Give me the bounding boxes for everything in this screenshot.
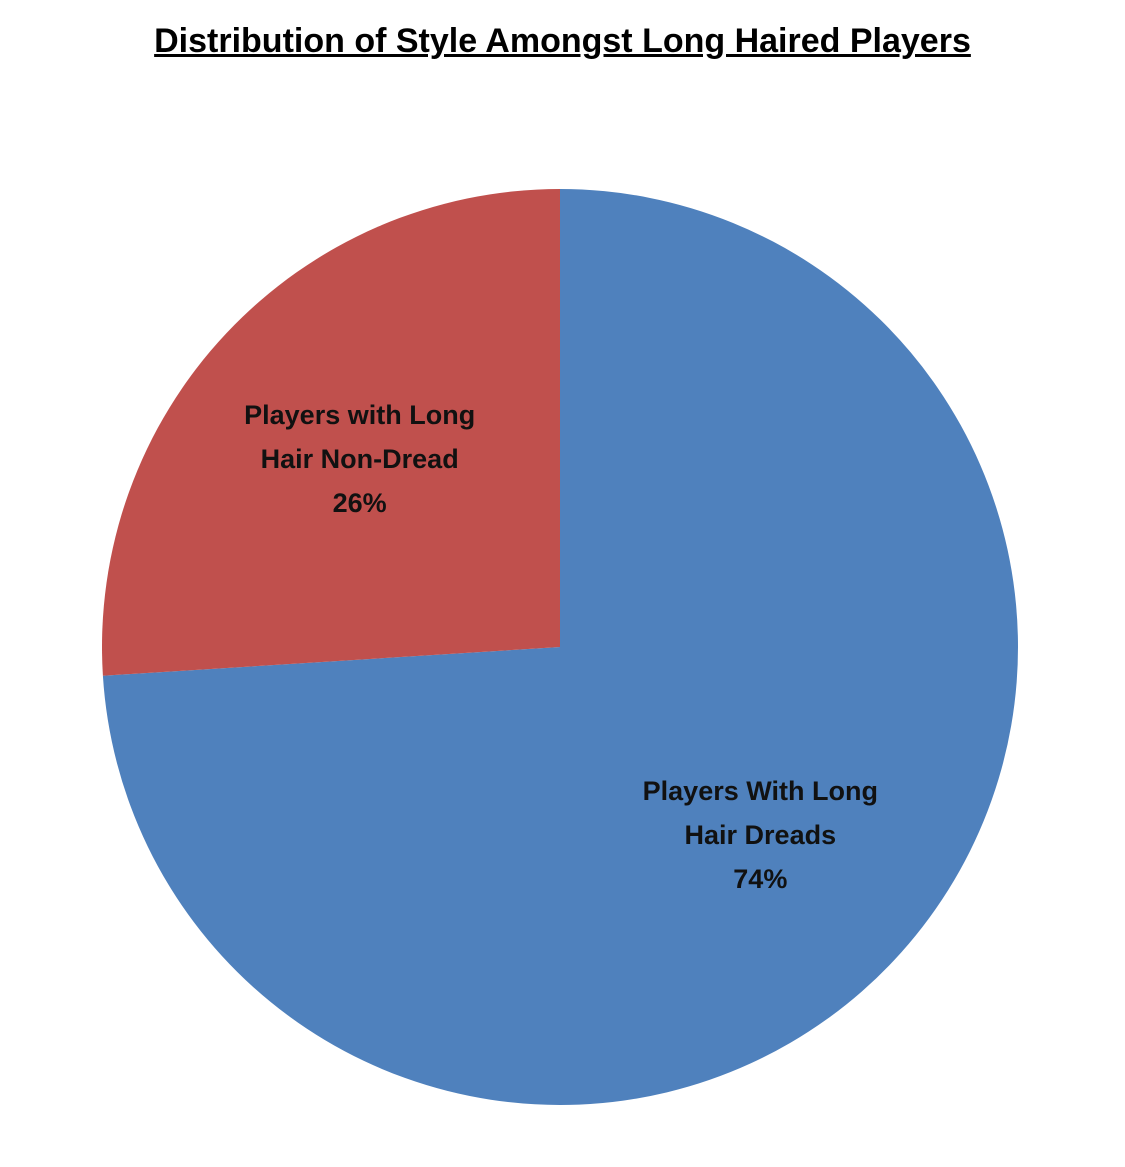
chart-title: Distribution of Style Amongst Long Haire… — [154, 22, 971, 60]
pie-slice — [102, 189, 1018, 1106]
slice-category: Players with Long Hair Non-Dread — [244, 399, 476, 474]
slice-value: 26% — [332, 487, 387, 518]
slice-category: Players With Long Hair Dreads — [642, 776, 878, 851]
slice-value: 74% — [733, 864, 788, 895]
slice-label: Players with Long Hair Non-Dread 26% — [215, 393, 505, 525]
pie-slice — [101, 189, 560, 676]
slice-label: Players With Long Hair Dreads 74% — [615, 769, 905, 901]
